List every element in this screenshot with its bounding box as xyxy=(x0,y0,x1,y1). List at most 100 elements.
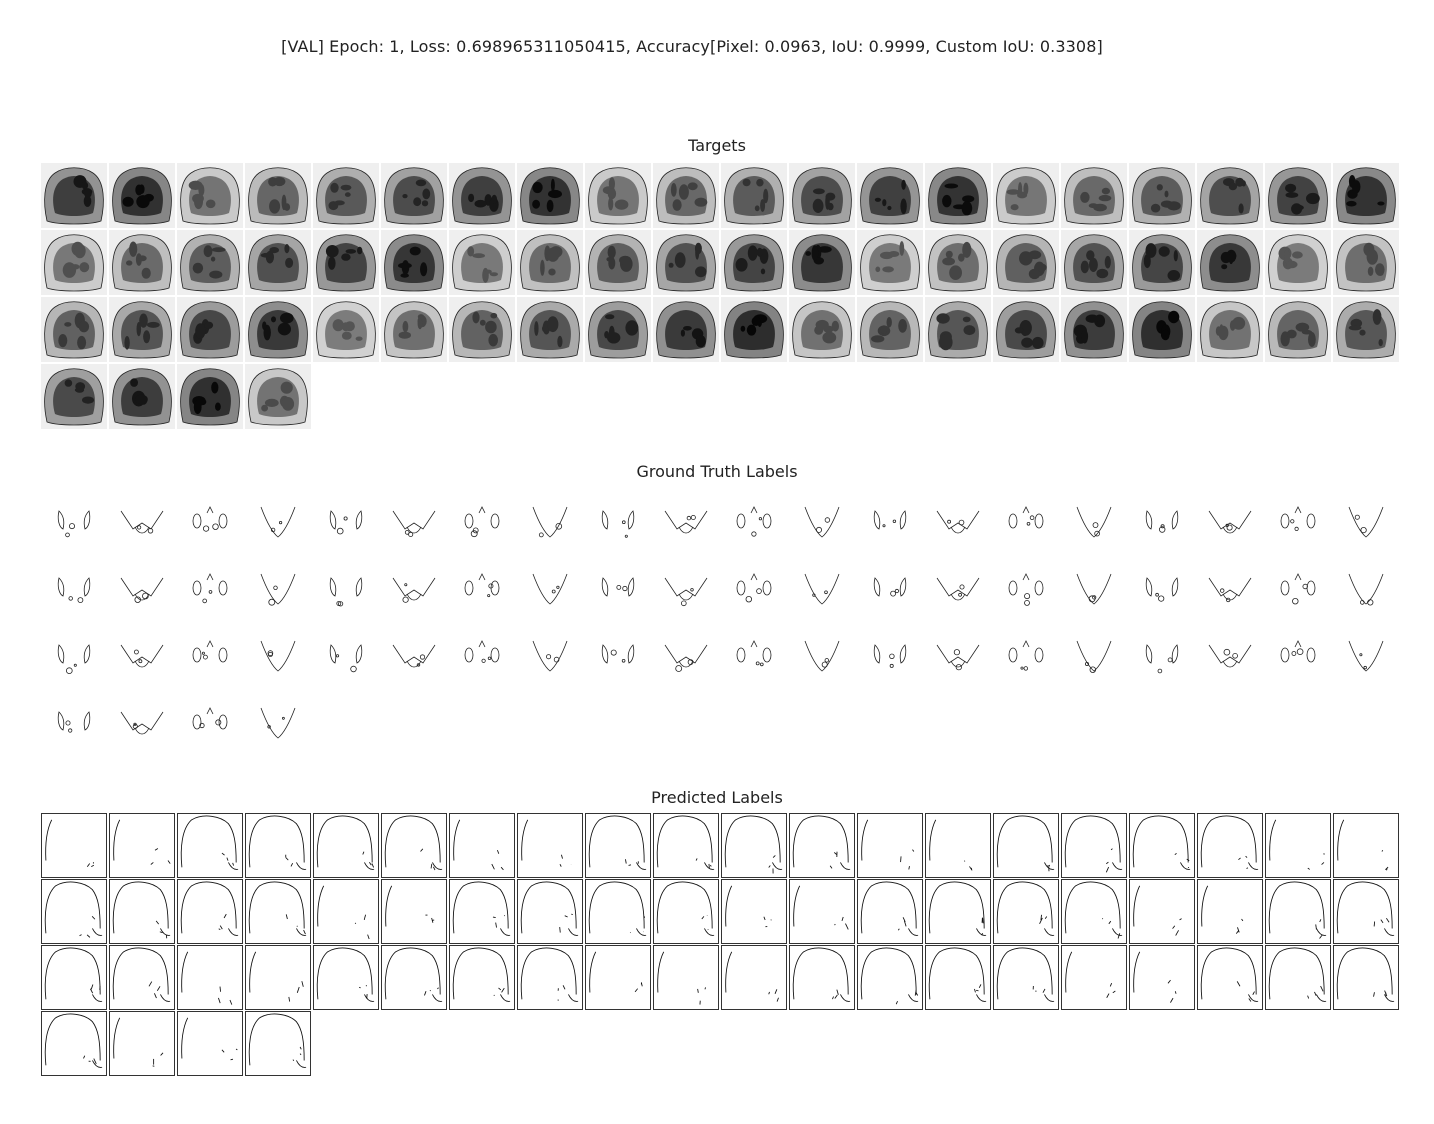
ground-truth-thumbnail xyxy=(721,489,787,554)
target-thumbnail xyxy=(245,364,311,429)
prediction-thumbnail xyxy=(109,813,175,878)
prediction-thumbnail xyxy=(721,879,787,944)
prediction-thumbnail xyxy=(1061,945,1127,1010)
ground-truth-thumbnail xyxy=(1265,489,1331,554)
prediction-thumbnail xyxy=(653,879,719,944)
target-thumbnail xyxy=(245,163,311,228)
ground-truth-thumbnail xyxy=(1333,489,1399,554)
ground-truth-thumbnail xyxy=(177,623,243,688)
panel-title-targets: Targets xyxy=(688,136,746,155)
ground-truth-thumbnail xyxy=(1265,556,1331,621)
target-thumbnail xyxy=(1333,297,1399,362)
ground-truth-thumbnail xyxy=(381,623,447,688)
prediction-thumbnail xyxy=(1265,945,1331,1010)
target-thumbnail xyxy=(857,230,923,295)
target-thumbnail xyxy=(41,163,107,228)
ground-truth-thumbnail xyxy=(1061,623,1127,688)
prediction-thumbnail xyxy=(585,945,651,1010)
ground-truth-thumbnail xyxy=(313,623,379,688)
ground-truth-thumbnail xyxy=(993,623,1059,688)
ground-truth-thumbnail xyxy=(721,623,787,688)
prediction-thumbnail xyxy=(41,879,107,944)
ground-truth-thumbnail xyxy=(41,556,107,621)
ground-truth-thumbnail xyxy=(245,623,311,688)
panel-title-predicted: Predicted Labels xyxy=(651,788,783,807)
ground-truth-thumbnail xyxy=(381,556,447,621)
ground-truth-thumbnail xyxy=(1129,556,1195,621)
target-thumbnail xyxy=(177,230,243,295)
target-thumbnail xyxy=(1333,163,1399,228)
prediction-thumbnail xyxy=(177,879,243,944)
prediction-thumbnail xyxy=(993,813,1059,878)
prediction-thumbnail xyxy=(653,945,719,1010)
ground-truth-thumbnail xyxy=(653,489,719,554)
target-thumbnail xyxy=(585,297,651,362)
ground-truth-thumbnail xyxy=(517,489,583,554)
target-thumbnail xyxy=(1333,230,1399,295)
ground-truth-thumbnail xyxy=(1061,556,1127,621)
ground-truth-thumbnail xyxy=(245,690,311,755)
target-thumbnail xyxy=(517,230,583,295)
prediction-thumbnail xyxy=(381,813,447,878)
prediction-thumbnail xyxy=(1061,879,1127,944)
prediction-thumbnail xyxy=(857,813,923,878)
prediction-thumbnail xyxy=(449,945,515,1010)
target-thumbnail xyxy=(721,297,787,362)
panel-title-ground-truth: Ground Truth Labels xyxy=(636,462,798,481)
prediction-thumbnail xyxy=(721,945,787,1010)
target-thumbnail xyxy=(41,364,107,429)
target-thumbnail xyxy=(789,230,855,295)
target-thumbnail xyxy=(721,163,787,228)
prediction-thumbnail xyxy=(1129,879,1195,944)
prediction-thumbnail xyxy=(517,945,583,1010)
prediction-thumbnail xyxy=(1061,813,1127,878)
predicted-grid xyxy=(41,813,1399,1076)
prediction-thumbnail xyxy=(993,879,1059,944)
prediction-thumbnail xyxy=(109,945,175,1010)
target-thumbnail xyxy=(177,163,243,228)
target-thumbnail xyxy=(925,230,991,295)
prediction-thumbnail xyxy=(1129,813,1195,878)
target-thumbnail xyxy=(789,297,855,362)
ground-truth-thumbnail xyxy=(857,556,923,621)
target-thumbnail xyxy=(1265,163,1331,228)
target-thumbnail xyxy=(1061,230,1127,295)
prediction-thumbnail xyxy=(653,813,719,878)
target-thumbnail xyxy=(245,297,311,362)
ground-truth-thumbnail xyxy=(245,556,311,621)
ground-truth-thumbnail xyxy=(109,623,175,688)
ground-truth-thumbnail xyxy=(109,690,175,755)
ground-truth-thumbnail xyxy=(449,556,515,621)
prediction-thumbnail xyxy=(925,813,991,878)
target-thumbnail xyxy=(1129,163,1195,228)
target-thumbnail xyxy=(245,230,311,295)
prediction-thumbnail xyxy=(993,945,1059,1010)
prediction-thumbnail xyxy=(585,879,651,944)
ground-truth-thumbnail xyxy=(789,556,855,621)
prediction-thumbnail xyxy=(381,879,447,944)
ground-truth-thumbnail xyxy=(381,489,447,554)
ground-truth-thumbnail xyxy=(1265,623,1331,688)
target-thumbnail xyxy=(1129,230,1195,295)
prediction-thumbnail xyxy=(1129,945,1195,1010)
ground-truth-thumbnail xyxy=(1129,623,1195,688)
ground-truth-thumbnail xyxy=(41,489,107,554)
target-thumbnail xyxy=(1265,230,1331,295)
prediction-thumbnail xyxy=(381,945,447,1010)
prediction-thumbnail xyxy=(313,813,379,878)
target-thumbnail xyxy=(585,163,651,228)
ground-truth-thumbnail xyxy=(993,489,1059,554)
ground-truth-thumbnail xyxy=(653,623,719,688)
ground-truth-thumbnail xyxy=(789,623,855,688)
ground-truth-thumbnail xyxy=(41,623,107,688)
target-thumbnail xyxy=(177,364,243,429)
ground-truth-thumbnail xyxy=(109,556,175,621)
target-thumbnail xyxy=(109,230,175,295)
target-thumbnail xyxy=(313,163,379,228)
prediction-thumbnail xyxy=(245,879,311,944)
prediction-thumbnail xyxy=(721,813,787,878)
prediction-thumbnail xyxy=(109,1011,175,1076)
ground-truth-thumbnail xyxy=(789,489,855,554)
prediction-thumbnail xyxy=(41,1011,107,1076)
prediction-thumbnail xyxy=(245,813,311,878)
